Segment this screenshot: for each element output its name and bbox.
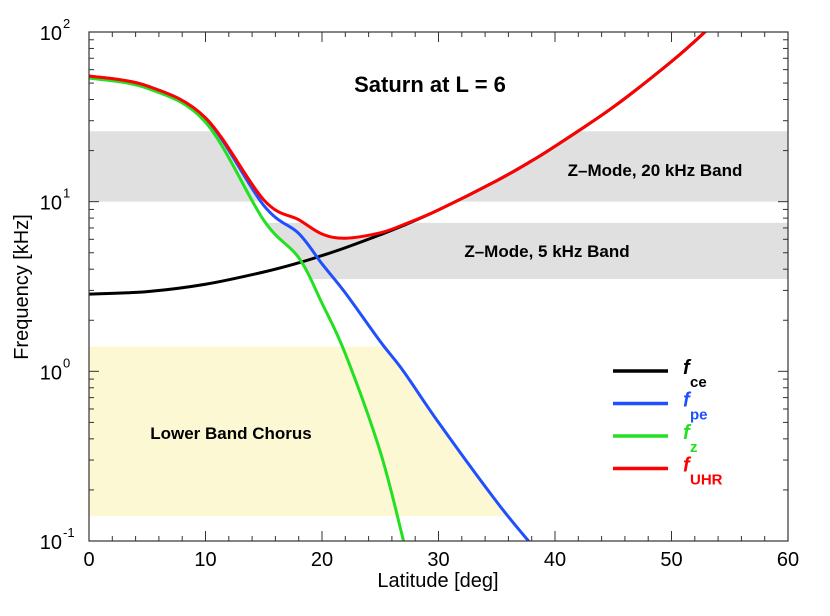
x-tick-label: 10 — [194, 549, 216, 571]
x-tick-label: 20 — [311, 549, 333, 571]
x-tick-label: 0 — [83, 549, 94, 571]
legend-subscript: UHR — [690, 472, 723, 489]
y-tick-exponent: -1 — [63, 525, 75, 540]
legend-subscript: ce — [690, 374, 707, 391]
y-tick-exponent: 0 — [63, 355, 70, 370]
series-line-fuhr — [89, 32, 708, 240]
y-tick-label: 10 — [40, 23, 62, 45]
legend-label: f — [683, 357, 692, 379]
legend-label: f — [683, 455, 692, 477]
x-tick-label: 60 — [777, 549, 799, 571]
x-tick-label: 30 — [427, 549, 449, 571]
y-tick-label: 10 — [40, 362, 62, 384]
chart-title: Saturn at L = 6 — [354, 72, 506, 97]
series-line-fz — [89, 76, 406, 541]
y-tick-label: 10 — [40, 532, 62, 554]
y-tick-exponent: 1 — [63, 186, 70, 201]
y-axis-label: Frequency [kHz] — [11, 214, 33, 360]
region-label-20khz: Z–Mode, 20 kHz Band — [568, 161, 743, 180]
legend-label: f — [683, 390, 692, 412]
x-tick-label: 40 — [544, 549, 566, 571]
legend-subscript: pe — [690, 407, 708, 424]
y-tick-label: 10 — [40, 193, 62, 215]
region-zmode-5khz — [89, 222, 788, 280]
region-label-chorus: Lower Band Chorus — [150, 424, 312, 443]
x-axis-label: Latitude [deg] — [377, 570, 498, 592]
legend-subscript: z — [690, 439, 698, 456]
y-tick-exponent: 2 — [63, 16, 70, 31]
region-label-5khz: Z–Mode, 5 kHz Band — [464, 242, 629, 261]
x-tick-label: 50 — [660, 549, 682, 571]
legend-label: f — [683, 422, 692, 444]
